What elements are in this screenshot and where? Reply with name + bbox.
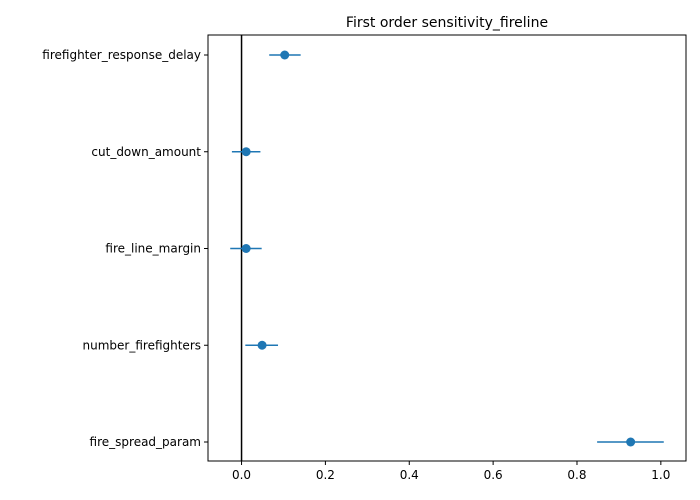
chart-marks [230,35,664,461]
x-tick-label: 0.2 [316,468,335,482]
point-cut_down_amount [241,147,251,157]
y-tick-label: firefighter_response_delay [42,48,201,62]
y-tick-label: fire_spread_param [90,435,201,449]
x-tick-label: 0.0 [232,468,251,482]
point-firefighter_response_delay [280,50,290,60]
x-tick-label: 0.6 [484,468,503,482]
point-number_firefighters [257,340,267,350]
y-tick-label: number_firefighters [83,338,202,352]
chart-axes: 0.0 0.2 0.4 0.6 0.8 1.0 firefighter_response_d… [42,34,687,482]
chart-title: First order sensitivity_fireline [346,15,548,31]
point-fire_line_margin [241,244,251,253]
x-tick-label: 0.4 [400,468,419,482]
y-tick-label: cut_down_amount [91,145,201,159]
y-tick-label: fire_line_margin [105,242,201,256]
x-tick-label: 1.0 [651,468,670,482]
plot-frame [207,34,687,462]
point-fire_spread_param [626,437,636,447]
x-tick-label: 0.8 [567,468,586,482]
